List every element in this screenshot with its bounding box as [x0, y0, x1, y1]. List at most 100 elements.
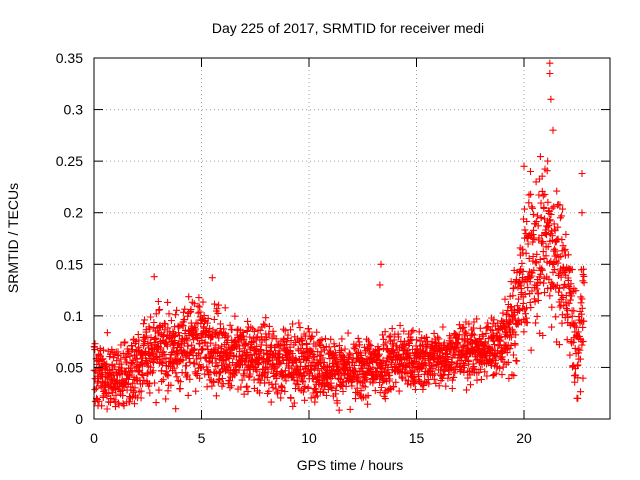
data-point — [547, 211, 555, 218]
data-point — [558, 212, 566, 220]
data-point — [521, 205, 528, 213]
data-point — [544, 198, 552, 206]
data-point — [371, 387, 379, 395]
data-point — [518, 245, 526, 253]
data-point — [546, 59, 554, 67]
data-point — [281, 388, 289, 395]
data-point — [127, 368, 135, 376]
data-point — [576, 355, 584, 363]
data-point — [184, 391, 192, 399]
data-point — [256, 389, 264, 397]
data-point — [163, 371, 171, 379]
data-point — [139, 380, 146, 388]
data-point — [560, 247, 568, 255]
data-point — [269, 327, 277, 335]
data-point — [538, 231, 546, 239]
data-point — [280, 325, 287, 333]
data-point — [352, 395, 359, 403]
data-point — [257, 371, 265, 379]
data-point — [536, 278, 544, 286]
y-tick-label: 0 — [75, 411, 83, 427]
data-point — [352, 342, 360, 350]
data-point — [543, 231, 550, 239]
data-point — [146, 325, 154, 333]
data-point — [281, 373, 289, 381]
data-point — [572, 287, 580, 295]
data-point — [400, 327, 408, 335]
data-point — [201, 370, 209, 378]
data-point — [112, 391, 120, 399]
data-point — [253, 367, 261, 375]
data-point — [578, 304, 586, 312]
data-point — [335, 406, 343, 414]
data-point — [354, 334, 362, 342]
data-point — [409, 326, 417, 334]
data-point — [187, 306, 195, 313]
data-point — [226, 377, 234, 385]
data-point — [201, 318, 208, 326]
data-point — [191, 324, 198, 332]
data-point — [250, 376, 258, 384]
data-point — [139, 342, 147, 349]
data-point — [199, 298, 207, 306]
data-point — [193, 370, 201, 377]
data-point — [571, 344, 579, 352]
data-point — [312, 385, 320, 393]
data-point — [459, 324, 467, 332]
data-point — [561, 281, 569, 289]
data-point — [319, 354, 327, 362]
data-point — [505, 312, 513, 320]
data-point — [191, 359, 199, 367]
data-point — [533, 312, 541, 320]
data-point — [246, 370, 254, 378]
data-point — [348, 382, 356, 390]
data-point — [568, 292, 576, 300]
data-point — [577, 299, 585, 307]
data-point — [164, 298, 172, 306]
data-point — [411, 379, 419, 387]
data-point — [190, 300, 198, 308]
data-point — [208, 382, 216, 390]
data-point — [506, 345, 514, 353]
data-point — [548, 204, 556, 212]
data-point — [544, 243, 552, 251]
data-point — [129, 358, 137, 366]
data-point — [91, 386, 99, 394]
data-point — [408, 328, 416, 336]
data-point — [261, 321, 269, 329]
data-point — [369, 363, 377, 371]
data-point — [527, 346, 535, 354]
data-point — [564, 251, 572, 259]
data-point — [215, 301, 223, 309]
data-point — [444, 374, 452, 382]
data-point — [252, 366, 260, 373]
data-point — [264, 368, 272, 376]
data-point — [435, 335, 443, 343]
data-point — [557, 253, 565, 261]
data-point — [208, 274, 216, 282]
data-point — [538, 265, 546, 273]
data-point — [228, 382, 235, 390]
data-point — [558, 319, 566, 327]
data-point — [140, 376, 148, 384]
data-point — [98, 402, 106, 410]
data-point — [467, 381, 474, 389]
data-point — [570, 307, 578, 315]
data-point — [514, 283, 522, 291]
data-point — [156, 306, 164, 313]
data-point — [515, 306, 523, 314]
data-point — [332, 386, 340, 394]
data-point — [164, 372, 172, 380]
data-point — [128, 360, 136, 368]
data-point — [551, 266, 559, 274]
data-point — [544, 157, 552, 165]
data-point — [162, 339, 170, 347]
data-point — [533, 212, 541, 220]
data-point — [300, 388, 307, 396]
data-point — [146, 389, 154, 397]
data-point — [228, 326, 236, 334]
data-point — [331, 371, 339, 379]
data-point — [523, 218, 531, 225]
data-point — [527, 190, 535, 198]
data-point — [542, 252, 550, 260]
